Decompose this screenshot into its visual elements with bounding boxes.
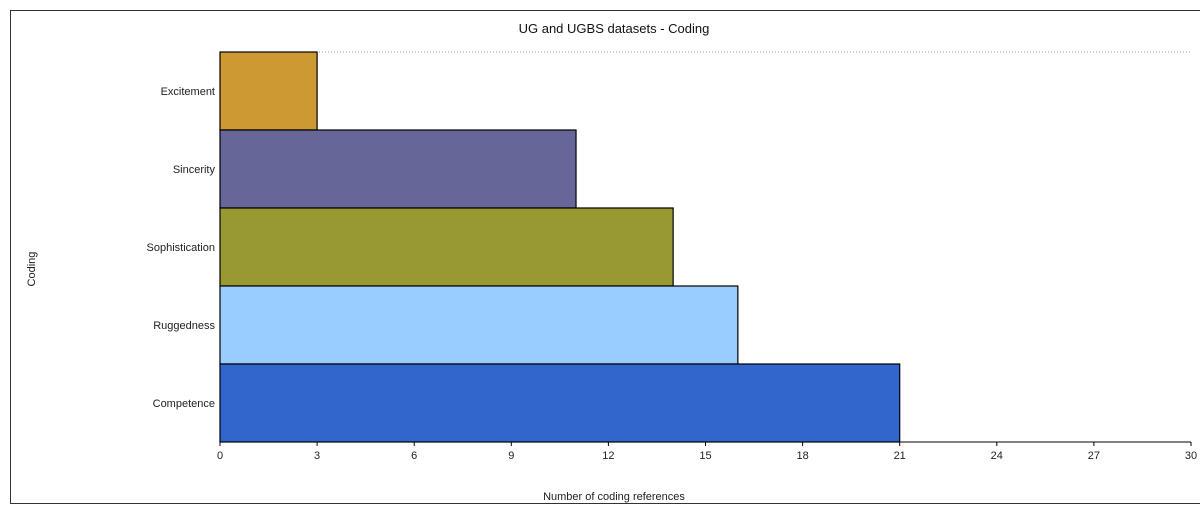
x-axis-title: Number of coding references <box>543 491 685 503</box>
bar-ruggedness <box>219 285 739 365</box>
bar-competence <box>219 363 901 443</box>
x-tick-label: 0 <box>217 450 223 462</box>
bar-chart: UG and UGBS datasets - Coding Number of … <box>26 21 1198 503</box>
category-label-sophistication: Sophistication <box>147 242 216 254</box>
x-tick-label: 21 <box>894 450 906 462</box>
axes-layer <box>219 52 1192 446</box>
bar-excitement <box>219 51 318 131</box>
bar-sophistication <box>219 207 674 287</box>
x-tick-label: 30 <box>1185 450 1197 462</box>
category-label-sincerity: Sincerity <box>173 164 216 176</box>
x-tick-label: 3 <box>314 450 320 462</box>
bars-layer <box>219 51 901 443</box>
x-tick-label: 15 <box>699 450 711 462</box>
category-label-competence: Competence <box>153 398 215 410</box>
x-tick-label: 9 <box>508 450 514 462</box>
labels-layer: Excitement Sincerity Sophistication Ruggedn… <box>147 86 1198 462</box>
x-tick-label: 24 <box>991 450 1003 462</box>
x-tick-label: 12 <box>602 450 614 462</box>
x-tick-label: 18 <box>796 450 808 462</box>
category-label-ruggedness: Ruggedness <box>153 320 215 332</box>
x-tick-label: 6 <box>411 450 417 462</box>
chart-title: UG and UGBS datasets - Coding <box>519 21 710 36</box>
y-axis-title: Coding <box>26 252 38 287</box>
chart-frame: UG and UGBS datasets - Coding Number of … <box>10 10 1200 504</box>
bar-sincerity <box>219 129 577 209</box>
x-tick-label: 27 <box>1088 450 1100 462</box>
category-label-excitement: Excitement <box>161 86 215 98</box>
